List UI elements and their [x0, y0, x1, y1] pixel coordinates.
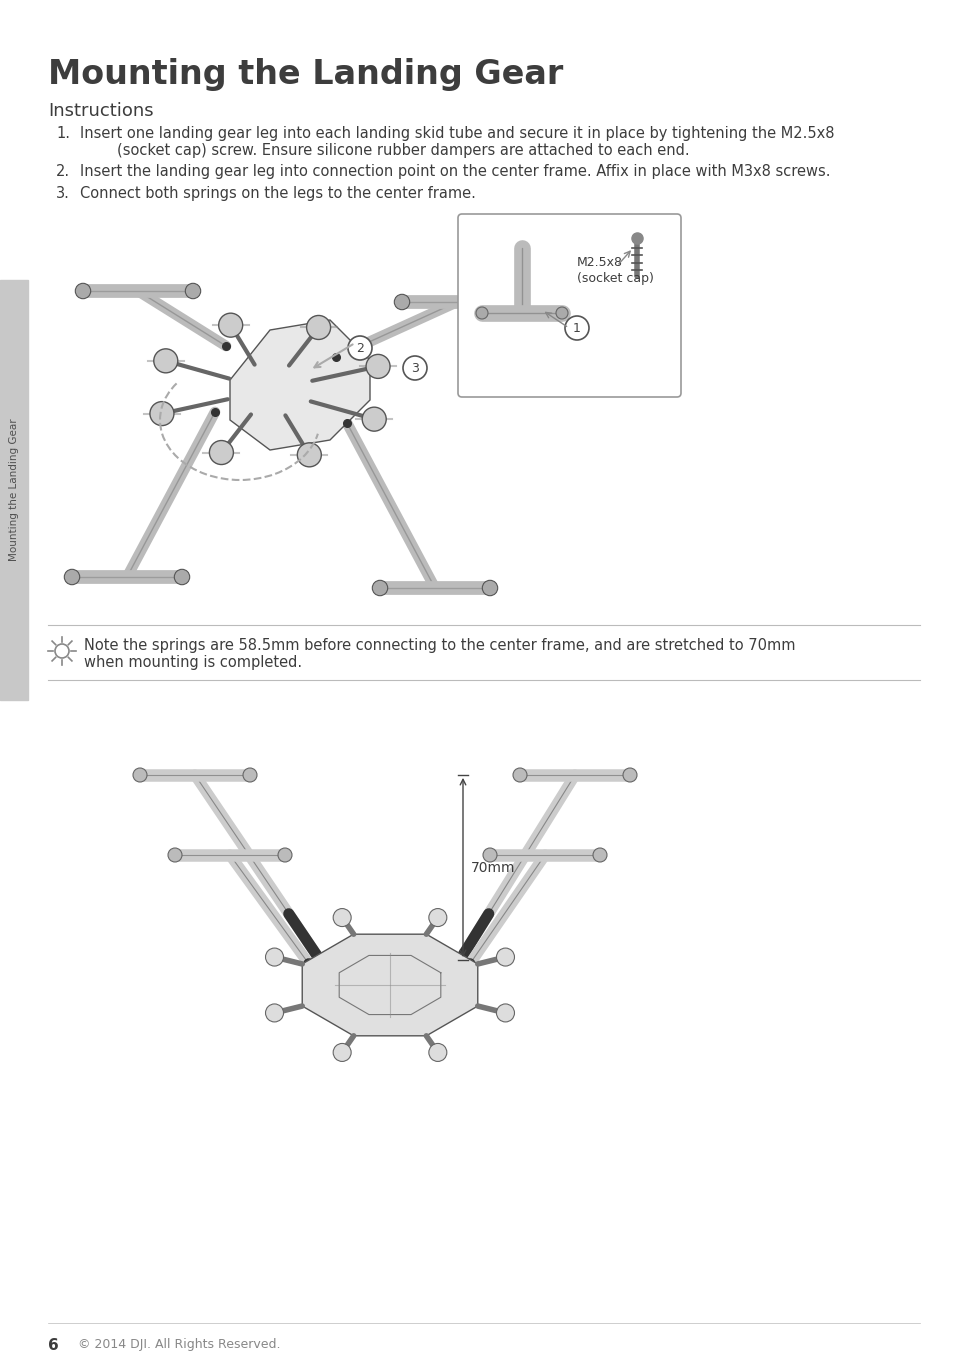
Circle shape: [496, 948, 514, 965]
Circle shape: [209, 440, 233, 464]
Circle shape: [333, 1044, 351, 1062]
Circle shape: [64, 569, 80, 585]
Circle shape: [153, 349, 177, 372]
Polygon shape: [230, 320, 370, 450]
Circle shape: [593, 848, 606, 862]
Text: 2.: 2.: [56, 164, 71, 179]
Bar: [0, 280, 28, 700]
Circle shape: [429, 1044, 446, 1062]
Circle shape: [394, 294, 409, 310]
Polygon shape: [302, 934, 477, 1036]
Text: (socket cap): (socket cap): [577, 272, 653, 284]
Text: Instructions: Instructions: [48, 102, 153, 121]
Circle shape: [482, 581, 497, 596]
Circle shape: [476, 307, 488, 320]
Circle shape: [150, 402, 173, 425]
Circle shape: [402, 356, 427, 380]
Circle shape: [306, 315, 331, 340]
Circle shape: [482, 848, 497, 862]
Circle shape: [185, 283, 200, 299]
Text: 3: 3: [411, 362, 418, 375]
Circle shape: [513, 768, 526, 783]
Text: © 2014 DJI. All Rights Reserved.: © 2014 DJI. All Rights Reserved.: [78, 1338, 280, 1351]
Circle shape: [496, 1003, 514, 1022]
Circle shape: [243, 768, 256, 783]
Circle shape: [218, 313, 242, 337]
Circle shape: [265, 1003, 283, 1022]
Circle shape: [277, 848, 292, 862]
Circle shape: [622, 768, 637, 783]
Text: Insert one landing gear leg into each landing skid tube and secure it in place b: Insert one landing gear leg into each la…: [80, 126, 834, 158]
Circle shape: [168, 848, 182, 862]
Circle shape: [265, 948, 283, 965]
Circle shape: [333, 909, 351, 926]
Circle shape: [362, 408, 386, 431]
Circle shape: [372, 581, 387, 596]
Circle shape: [75, 283, 91, 299]
Text: 6: 6: [48, 1338, 59, 1353]
Circle shape: [132, 768, 147, 783]
Text: 1: 1: [573, 321, 580, 334]
Text: 2: 2: [355, 341, 363, 355]
Text: 70mm: 70mm: [471, 861, 515, 875]
Text: Connect both springs on the legs to the center frame.: Connect both springs on the legs to the …: [80, 185, 476, 200]
Text: Mounting the Landing Gear: Mounting the Landing Gear: [48, 58, 562, 91]
Circle shape: [366, 355, 390, 378]
Circle shape: [429, 909, 446, 926]
Circle shape: [297, 443, 321, 467]
Circle shape: [504, 294, 519, 310]
Circle shape: [556, 307, 567, 320]
Text: M2.5x8: M2.5x8: [577, 256, 622, 269]
Circle shape: [174, 569, 190, 585]
Text: 3.: 3.: [56, 185, 70, 200]
Text: 1.: 1.: [56, 126, 70, 141]
Circle shape: [55, 645, 69, 658]
Circle shape: [564, 315, 588, 340]
Text: Note the springs are 58.5mm before connecting to the center frame, and are stret: Note the springs are 58.5mm before conne…: [84, 638, 795, 670]
Circle shape: [348, 336, 372, 360]
Text: Mounting the Landing Gear: Mounting the Landing Gear: [9, 418, 19, 562]
Text: Insert the landing gear leg into connection point on the center frame. Affix in : Insert the landing gear leg into connect…: [80, 164, 830, 179]
FancyBboxPatch shape: [457, 214, 680, 397]
